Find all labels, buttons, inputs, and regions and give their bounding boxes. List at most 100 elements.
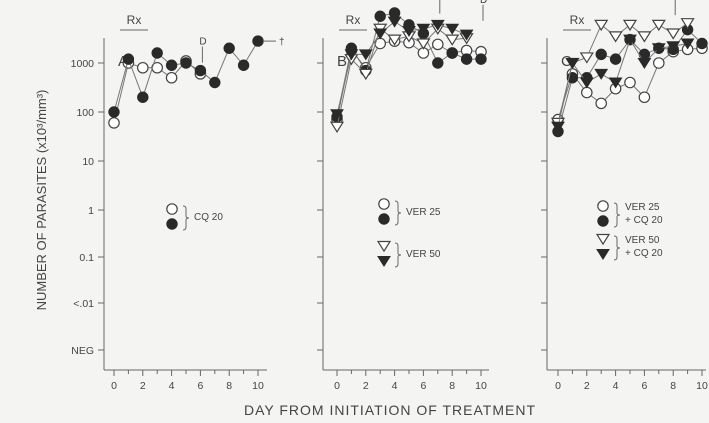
legend-entry: CQ 20: [166, 203, 223, 231]
annotation: D: [480, 0, 487, 21]
data-point: [637, 31, 652, 43]
data-point: [329, 121, 345, 133]
data-point: [579, 77, 594, 89]
data-point: [358, 68, 373, 81]
data-point: [223, 42, 235, 54]
x-tick-label: 6: [641, 380, 647, 392]
legend-entry: VER 50 + CQ 20: [595, 233, 663, 261]
panel-c: 0 2 4 6 8 10 Rx C D VER 25 + CQ 20 VER 50 + CQ 20: [541, 0, 708, 392]
legend-label: VER 50: [406, 249, 441, 260]
x-tick-label: 10: [696, 380, 708, 392]
x-tick-label: 8: [449, 380, 455, 392]
x-tick-label: 10: [252, 380, 264, 392]
data-point: [180, 57, 192, 69]
series-line: [336, 20, 467, 115]
data-point: [551, 121, 565, 133]
legend-label: VER 25: [406, 207, 441, 218]
data-point: [609, 53, 622, 65]
legend-symbol: [378, 198, 390, 210]
x-tick-label: 6: [420, 380, 426, 392]
data-point: [374, 10, 386, 22]
annotation: †: [264, 37, 285, 48]
legend-symbol: [376, 240, 392, 253]
data-point: [580, 86, 593, 99]
data-point: [608, 77, 623, 89]
data-point: [373, 28, 388, 40]
data-point: [402, 25, 416, 38]
data-point: [652, 57, 665, 69]
data-point: [459, 29, 474, 41]
panel-b: 0 2 4 6 8 10 Rx B D D VER 25 VER 50: [317, 0, 489, 392]
series-line: [336, 40, 482, 120]
legend-symbol: [596, 249, 610, 261]
data-point: [108, 106, 120, 118]
panel-letter: C: [561, 53, 572, 70]
legend-entry: VER 50: [376, 240, 441, 268]
legend-brace: [182, 205, 190, 231]
x-tick-label: 2: [584, 380, 590, 392]
series-filled-circle: [108, 35, 264, 118]
data-point: [344, 49, 359, 61]
data-point: [194, 64, 207, 77]
data-point: [680, 18, 695, 30]
x-tick-label: 2: [140, 380, 146, 392]
x-tick-label: 0: [111, 380, 117, 392]
data-point: [387, 16, 402, 28]
legend-symbol: [597, 200, 609, 212]
legend-label: CQ 20: [194, 212, 223, 223]
data-point: [624, 76, 636, 89]
data-point: [666, 41, 681, 53]
legend-label: + CQ 20: [625, 215, 663, 226]
legend-label: + CQ 20: [625, 248, 663, 259]
rx-label: Rx: [346, 13, 361, 27]
data-point: [696, 37, 708, 50]
y-tick-label: 1000: [71, 58, 95, 70]
y-tick-label: 10: [82, 156, 94, 168]
data-point: [137, 91, 149, 103]
series-filled-triangle: [551, 34, 695, 133]
data-point: [330, 109, 344, 121]
data-point: [594, 19, 609, 32]
data-point: [165, 71, 178, 84]
series-line: [557, 22, 688, 124]
data-point: [108, 117, 120, 129]
data-point: [637, 58, 652, 70]
legend-brace: [394, 242, 402, 268]
series-line: [336, 27, 467, 127]
x-tick-label: 4: [169, 380, 175, 392]
data-point: [651, 43, 666, 55]
annotation-text: D: [199, 37, 206, 48]
legend-brace: [394, 200, 402, 226]
legend-entry: VER 25: [378, 198, 441, 226]
y-axis-label: NUMBER OF PARASITES (x10³/mm³): [34, 90, 49, 311]
data-point: [387, 34, 402, 46]
data-point: [445, 34, 460, 46]
y-tick-label: 100: [76, 107, 94, 119]
data-point: [579, 52, 594, 64]
legend-label: VER 25: [625, 202, 660, 213]
series-open-triangle: [329, 23, 474, 133]
data-point: [622, 19, 638, 32]
data-point: [431, 38, 444, 51]
annotation-text: †: [279, 37, 285, 48]
data-point: [595, 97, 607, 110]
legend-entry: VER 25 + CQ 20: [597, 200, 663, 228]
legend-label: VER 50: [625, 235, 660, 246]
data-point: [680, 38, 695, 50]
x-tick-label: 4: [392, 380, 398, 392]
annotation: D: [672, 0, 679, 16]
rx-label: Rx: [570, 13, 585, 27]
panel-letter: B: [337, 53, 347, 70]
data-point: [594, 68, 609, 80]
series-filled-triangle: [330, 16, 474, 121]
legend-symbol: [597, 215, 609, 227]
annotation-text: D: [480, 0, 487, 6]
legend-symbol: [166, 218, 178, 230]
data-point: [237, 59, 250, 71]
x-tick-label: 6: [197, 380, 203, 392]
annotation: D: [439, 0, 441, 14]
x-tick-label: 4: [613, 380, 619, 392]
x-tick-label: 8: [226, 380, 232, 392]
data-point: [151, 47, 163, 59]
